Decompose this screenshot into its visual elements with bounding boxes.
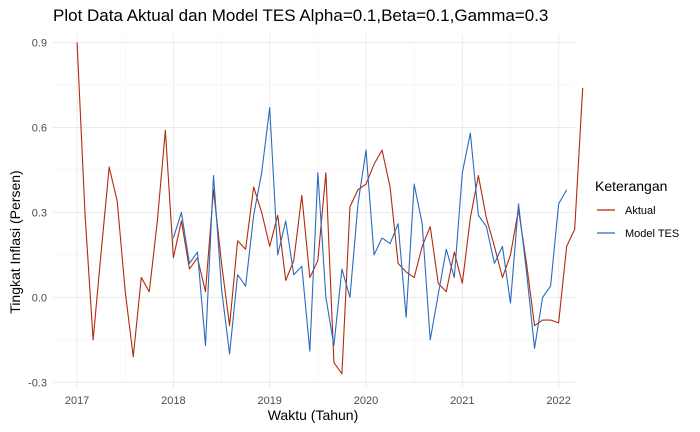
x-tick-label: 2020: [354, 395, 378, 407]
y-tick-label: 0.6: [32, 122, 47, 134]
y-tick-label: -0.3: [28, 377, 47, 389]
chart-title: Plot Data Aktual dan Model TES Alpha=0.1…: [53, 6, 548, 25]
series-layer: [76, 42, 584, 375]
series-line-aktual: [76, 42, 584, 375]
x-tick-label: 2018: [161, 395, 185, 407]
legend-label-aktual: Aktual: [625, 205, 656, 217]
legend: Keterangan Aktual Model TES: [595, 178, 679, 240]
y-tick-label: 0.3: [32, 207, 47, 219]
series-line-model-tes: [172, 107, 568, 355]
legend-label-model-tes: Model TES: [625, 228, 679, 240]
legend-title: Keterangan: [595, 178, 667, 194]
axis-tick-labels: -0.3 0.0 0.3 0.6 0.9 2017 2018 2019 2020 2021 2022: [28, 37, 571, 407]
x-tick-label: 2017: [65, 395, 89, 407]
plot-grid: [53, 34, 575, 388]
x-tick-label: 2021: [450, 395, 474, 407]
x-tick-label: 2022: [546, 395, 570, 407]
x-tick-label: 2019: [257, 395, 281, 407]
y-axis-title: Tingkat Inflasi (Persen): [7, 170, 23, 313]
y-tick-label: 0.9: [32, 37, 47, 49]
x-axis-title: Waktu (Tahun): [268, 407, 359, 423]
y-tick-label: 0.0: [32, 292, 47, 304]
